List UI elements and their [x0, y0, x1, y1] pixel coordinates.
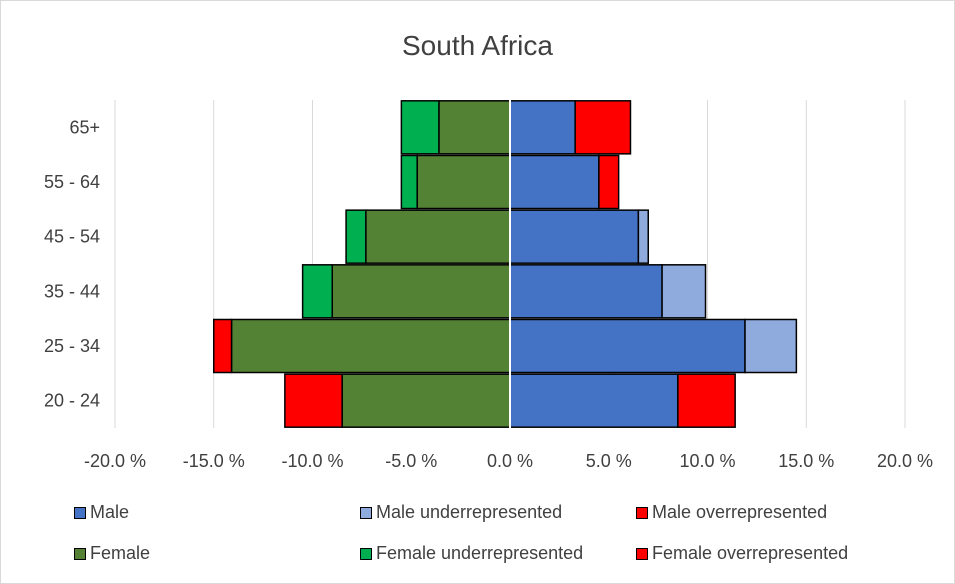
- x-tick-label: -15.0 %: [183, 451, 245, 471]
- category-label: 65+: [69, 117, 100, 137]
- bar-male-35-44: [509, 264, 663, 319]
- bar-male-overrepresented-20-24: [677, 373, 736, 428]
- bar-female-20-24: [341, 373, 511, 428]
- x-tick-label: 20.0 %: [877, 451, 933, 471]
- bar-female-underrepresented-55-64: [400, 154, 418, 210]
- x-tick-label: -5.0 %: [385, 451, 437, 471]
- bar-male-underrepresented-25-34: [744, 318, 798, 374]
- bar-female-55-64: [416, 154, 511, 210]
- bar-female-overrepresented-20-24: [284, 373, 343, 428]
- bar-female-25-34: [230, 318, 511, 374]
- x-tick-label: 0.0 %: [487, 451, 533, 471]
- bar-female-underrepresented-35-44: [301, 264, 333, 319]
- bar-male-25-34: [509, 318, 746, 374]
- bars: [213, 100, 798, 428]
- bar-female-35-44: [331, 264, 511, 319]
- category-label: 55 - 64: [44, 172, 100, 192]
- bar-male-20-24: [509, 373, 679, 428]
- bar-male-underrepresented-45-54: [637, 209, 649, 264]
- x-tick-label: 10.0 %: [679, 451, 735, 471]
- bar-male-underrepresented-35-44: [661, 264, 707, 319]
- x-tick-labels: -20.0 % -15.0 % -10.0 % -5.0 % 0.0 % 5.0 % 10.…: [84, 451, 933, 471]
- bar-male-overrepresented-55-64: [598, 154, 620, 210]
- category-label: 25 - 34: [44, 336, 100, 356]
- bar-male-overrepresented-65-: [574, 100, 632, 155]
- bar-female-45-54: [365, 209, 511, 264]
- bar-male-55-64: [509, 154, 600, 210]
- x-tick-label: 5.0 %: [586, 451, 632, 471]
- x-tick-label: -10.0 %: [281, 451, 343, 471]
- category-labels: 20 - 24 25 - 34 35 - 44 45 - 54 55 - 64 65+: [44, 117, 100, 410]
- bar-male-65-: [509, 100, 576, 155]
- category-label: 20 - 24: [44, 391, 100, 411]
- bar-female-overrepresented-25-34: [213, 318, 233, 374]
- bar-female-underrepresented-45-54: [345, 209, 367, 264]
- gridlines: [114, 100, 906, 428]
- category-label: 35 - 44: [44, 281, 100, 301]
- bar-female-65-: [438, 100, 511, 155]
- chart-title: South Africa: [402, 30, 553, 61]
- x-tick-label: 15.0 %: [778, 451, 834, 471]
- x-tick-label: -20.0 %: [84, 451, 146, 471]
- category-label: 45 - 54: [44, 227, 100, 247]
- bar-male-45-54: [509, 209, 640, 264]
- bar-female-underrepresented-65-: [400, 100, 440, 155]
